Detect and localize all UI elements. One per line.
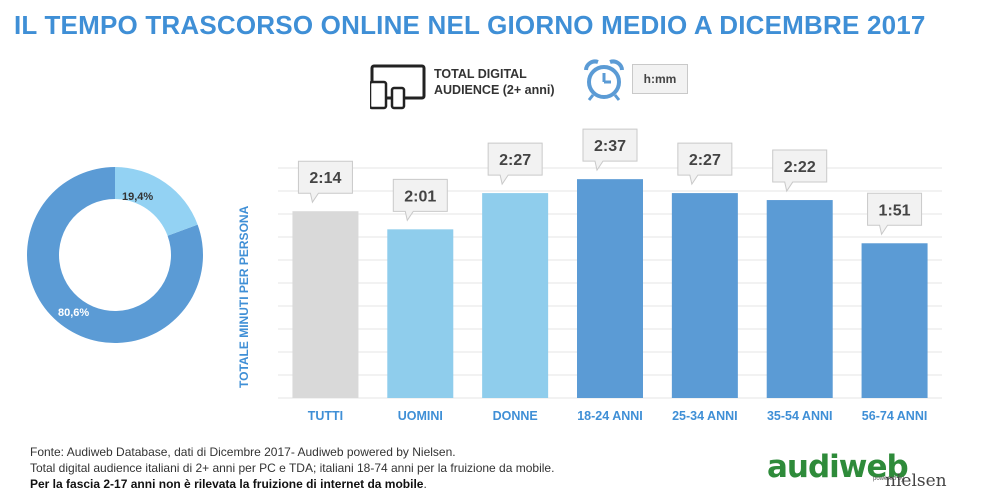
value-callout: 2:22 bbox=[772, 149, 828, 193]
callout-box bbox=[867, 192, 923, 236]
bars bbox=[292, 179, 928, 398]
bar-25-34-anni bbox=[671, 193, 738, 398]
bar-18-24-anni bbox=[577, 179, 643, 398]
donut-slice-mobile bbox=[27, 167, 204, 343]
time-format-box: h:mm bbox=[632, 64, 688, 94]
callout-box bbox=[297, 160, 353, 204]
footer-mobile-note: Per la fascia 2-17 anni non è rilevata l… bbox=[30, 477, 424, 491]
alarm-clock-icon bbox=[584, 59, 624, 101]
legend-line-1: TOTAL DIGITAL bbox=[434, 67, 527, 81]
value-label: 2:37 bbox=[594, 138, 626, 155]
audiweb-logo: audiweb powered by nielsen bbox=[767, 449, 957, 497]
x-tick-label: TUTTI bbox=[308, 409, 343, 423]
logo-powered-by: powered by bbox=[873, 476, 905, 482]
value-callout: 2:27 bbox=[487, 142, 543, 186]
y-axis-label: TOTALE MINUTI PER PERSONA bbox=[237, 205, 251, 388]
callout-box bbox=[772, 149, 828, 193]
value-callout: 2:27 bbox=[677, 142, 733, 186]
donut-pct-mobile: 80,6% bbox=[58, 307, 89, 319]
donut-pct-pc: 19,4% bbox=[122, 191, 153, 203]
x-tick-label: 25-34 ANNI bbox=[672, 409, 738, 423]
value-label: 2:27 bbox=[689, 152, 721, 169]
value-label: 1:51 bbox=[879, 202, 911, 219]
value-callout: 2:14 bbox=[297, 160, 353, 204]
footer-notes: Fonte: Audiweb Database, dati di Dicembr… bbox=[30, 444, 554, 492]
devices-icon bbox=[370, 64, 426, 110]
donut-label-mobile: MOBILE bbox=[70, 266, 113, 278]
callout-box bbox=[392, 178, 448, 222]
tablet-phone-icon bbox=[74, 216, 111, 250]
bar-35-54-anni bbox=[766, 200, 833, 398]
footer-source: Fonte: Audiweb Database, dati di Dicembr… bbox=[30, 445, 456, 459]
value-label: 2:27 bbox=[499, 152, 531, 169]
value-callout: 1:51 bbox=[867, 192, 923, 236]
page-title: IL TEMPO TRASCORSO ONLINE NEL GIORNO MED… bbox=[14, 10, 926, 40]
footer-mobile-note-end: . bbox=[423, 477, 427, 491]
value-label: 2:22 bbox=[784, 159, 816, 176]
donut-chart: MOBILE PC 19,4% 80,6% bbox=[27, 167, 204, 343]
bar-uomini bbox=[387, 229, 454, 398]
x-tick-label: 35-54 ANNI bbox=[767, 409, 833, 423]
value-label: 2:14 bbox=[309, 170, 341, 187]
value-callouts: 2:14 2:01 2:27 2:37 2:27 2:22 1:51 bbox=[297, 128, 923, 236]
logo-audiweb: audiweb bbox=[767, 449, 909, 485]
footer-audience-note: Total digital audience italiani di 2+ an… bbox=[30, 461, 555, 475]
monitor-icon bbox=[122, 222, 158, 248]
callout-box bbox=[582, 128, 638, 172]
legend-text: TOTAL DIGITAL AUDIENCE (2+ anni) bbox=[434, 66, 555, 98]
bar-chart: 2:14 2:01 2:27 2:37 2:27 2:22 1:51 TUTTI UOMINI… bbox=[237, 128, 942, 423]
x-axis-labels: TUTTI UOMINI DONNE 18-24 ANNI 25-34 ANNI 35-5… bbox=[308, 409, 928, 423]
donut-label-pc: PC bbox=[130, 265, 145, 277]
x-tick-label: UOMINI bbox=[398, 409, 443, 423]
donut-slice-pc bbox=[115, 167, 198, 236]
value-label: 2:01 bbox=[404, 188, 436, 205]
callout-box bbox=[487, 142, 543, 186]
value-callout: 2:37 bbox=[582, 128, 638, 172]
x-tick-label: DONNE bbox=[493, 409, 538, 423]
bar-tutti bbox=[292, 211, 359, 398]
bar-donne bbox=[482, 193, 549, 398]
bar-56-74-anni bbox=[861, 243, 928, 398]
x-tick-label: 18-24 ANNI bbox=[577, 409, 643, 423]
callout-box bbox=[677, 142, 733, 186]
x-tick-label: 56-74 ANNI bbox=[862, 409, 928, 423]
value-callout: 2:01 bbox=[392, 178, 448, 222]
legend-line-2: AUDIENCE (2+ anni) bbox=[434, 83, 555, 97]
logo-nielsen: nielsen bbox=[885, 471, 947, 491]
